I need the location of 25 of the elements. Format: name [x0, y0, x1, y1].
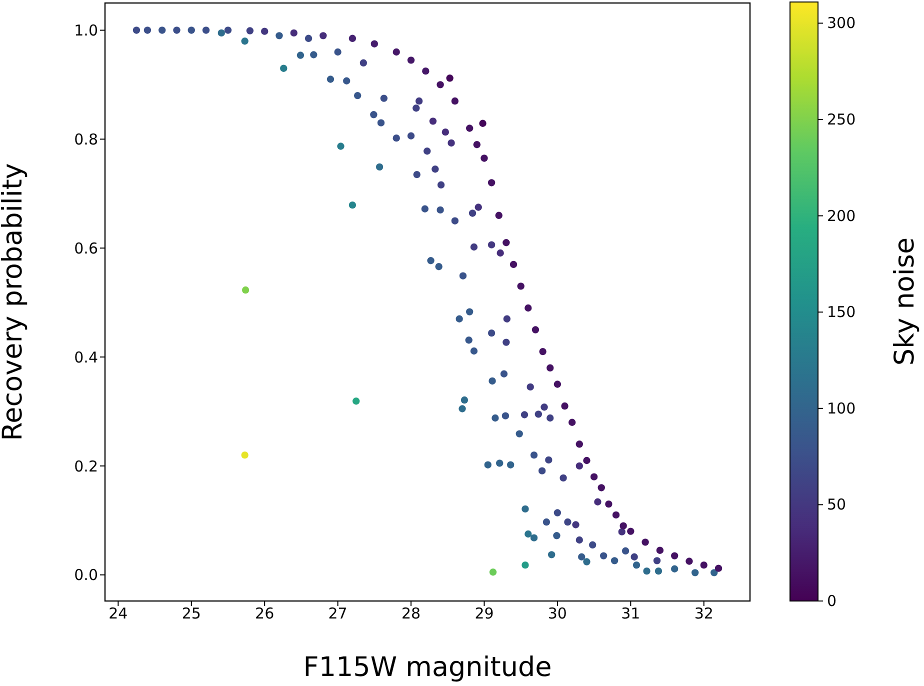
x-tick-label: 31	[621, 604, 640, 623]
y-tick-label: 0.8	[74, 130, 98, 148]
x-tick-label: 24	[108, 604, 128, 623]
color-bar-label: 100	[827, 399, 856, 418]
color-bar-title: Sky noise	[890, 237, 920, 366]
x-axis-title: F115W magnitude	[303, 652, 552, 683]
x-tick-label: 25	[182, 604, 201, 623]
x-tick-label: 30	[548, 604, 567, 623]
color-bar-label: 150	[827, 303, 856, 322]
color-bar-label: 300	[827, 14, 856, 32]
y-tick-label: 0.0	[74, 566, 98, 584]
y-tick-label: 0.2	[74, 457, 98, 476]
x-tick-label: 29	[474, 604, 494, 623]
color-bar-label: 250	[827, 110, 856, 128]
x-tick-label: 32	[694, 604, 714, 623]
x-tick-label: 26	[255, 604, 274, 623]
y-tick-label: 1.0	[74, 22, 98, 40]
y-axis-title: Recovery probability	[0, 163, 29, 441]
color-bar-label: 0	[827, 592, 837, 610]
x-tick-label: 28	[401, 604, 421, 623]
color-bar-label: 50	[827, 496, 846, 514]
y-tick-label: 0.6	[74, 239, 98, 258]
color-bar-label: 200	[827, 206, 856, 225]
y-tick-label: 0.4	[74, 348, 98, 366]
x-tick-label: 27	[328, 604, 348, 623]
